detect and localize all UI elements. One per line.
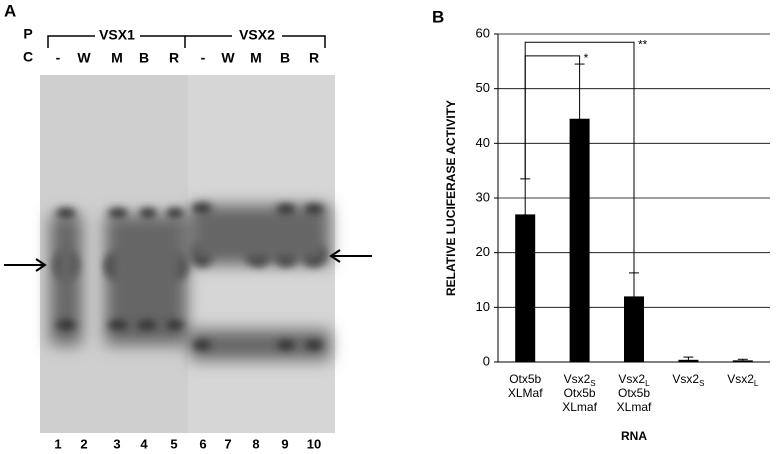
lane-number: 3 <box>113 436 120 451</box>
lane-number: 6 <box>199 436 206 451</box>
significance-label: * <box>584 51 589 65</box>
label-text: Otx5b <box>618 386 650 400</box>
significance-bracket <box>524 41 635 273</box>
lane-label: - <box>201 50 206 66</box>
lane-number: 4 <box>140 436 148 451</box>
lane-label: W <box>221 50 235 66</box>
bar <box>515 214 536 362</box>
arrows <box>4 249 372 272</box>
error-bar <box>683 356 694 363</box>
row-label: C <box>23 49 33 65</box>
lane-number: 1 <box>54 436 61 451</box>
label-subscript: S <box>699 379 704 388</box>
x-tick-label: Vsx2S <box>672 372 704 388</box>
group-label: VSX1 <box>99 27 135 43</box>
y-tick-label: 60 <box>476 25 490 40</box>
gel-image <box>40 75 335 433</box>
lane-number: 7 <box>224 436 231 451</box>
bar <box>624 296 644 362</box>
label-text: Vsx2 <box>727 372 754 386</box>
lane-number: 10 <box>307 436 321 451</box>
group-brackets <box>47 35 326 48</box>
lane-label: - <box>56 50 61 66</box>
label-text: Vsx2 <box>564 372 591 386</box>
label-text: Vsx2 <box>672 372 699 386</box>
lane-label: M <box>111 50 123 66</box>
y-axis-label: RELATIVE LUCIFERASE ACTIVITY <box>444 100 458 296</box>
label-subscript: S <box>590 379 595 388</box>
x-tick-label: Vsx2L <box>727 372 759 388</box>
x-tick-label: XLmaf <box>617 400 652 414</box>
x-axis-label: RNA <box>621 429 647 443</box>
y-tick-label: 0 <box>483 353 490 368</box>
lane-label: B <box>139 50 149 66</box>
bar <box>569 118 590 362</box>
y-tick-label: 20 <box>476 244 490 259</box>
x-tick-label: Vsx2L <box>618 372 650 388</box>
x-tick-label: Otx5b <box>509 372 541 386</box>
x-tick-label: Otx5b <box>618 386 650 400</box>
lane-number: 8 <box>252 436 259 451</box>
label-text: Otx5b <box>509 372 541 386</box>
label-subscript: L <box>754 379 759 388</box>
label-text: XLmaf <box>562 400 597 414</box>
label-text: Otx5b <box>564 386 596 400</box>
lane-label: B <box>280 50 290 66</box>
lane-label: M <box>250 50 262 66</box>
x-tick-label: Vsx2S <box>564 372 596 388</box>
lane-label: R <box>309 50 319 66</box>
lane-number: 9 <box>281 436 288 451</box>
lane-label: R <box>169 50 179 66</box>
label-text: XLmaf <box>617 400 652 414</box>
label-subscript: L <box>645 379 650 388</box>
y-tick-label: 40 <box>476 135 490 150</box>
y-tick-label: 10 <box>476 299 490 314</box>
y-tick-label: 30 <box>476 189 490 204</box>
x-tick-label: XLMaf <box>508 386 543 400</box>
error-bar <box>737 358 748 362</box>
significance-label: ** <box>638 37 648 51</box>
label-text: Vsx2 <box>618 372 645 386</box>
panel-label: A <box>4 1 16 20</box>
panel-label: B <box>432 7 444 26</box>
x-tick-label: Otx5b <box>564 386 596 400</box>
lane-label: W <box>77 50 91 66</box>
label-text: XLMaf <box>508 386 543 400</box>
group-label: VSX2 <box>239 27 275 43</box>
x-tick-label: XLmaf <box>562 400 597 414</box>
lane-number: 2 <box>80 436 87 451</box>
row-label: P <box>23 26 32 42</box>
y-tick-label: 50 <box>476 80 490 95</box>
lane-number: 5 <box>170 436 177 451</box>
